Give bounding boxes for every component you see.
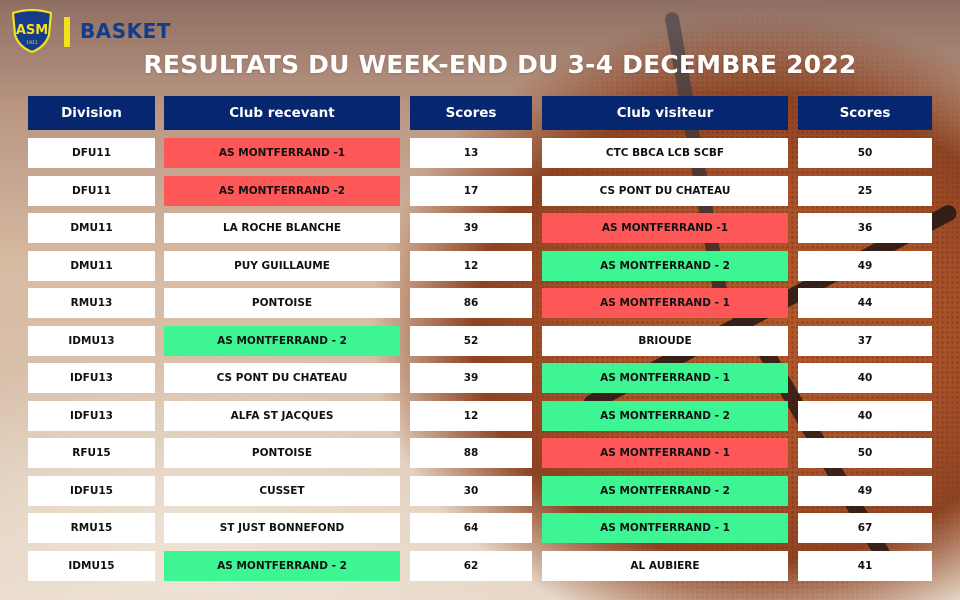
- column-header-away-club: Club visiteur: [542, 96, 788, 130]
- away-club-cell: AL AUBIERE: [542, 551, 788, 581]
- away-club-cell: AS MONTFERRAND -1: [542, 213, 788, 243]
- home-club-cell: AS MONTFERRAND - 2: [164, 551, 400, 581]
- home-score-cell: 12: [410, 401, 532, 431]
- home-club-cell: AS MONTFERRAND -2: [164, 176, 400, 206]
- division-cell: DFU11: [28, 138, 155, 168]
- home-score-cell: 39: [410, 363, 532, 393]
- home-club-cell: PONTOISE: [164, 288, 400, 318]
- home-score-cell: 88: [410, 438, 532, 468]
- division-cell: IDMU15: [28, 551, 155, 581]
- division-cell: IDFU13: [28, 401, 155, 431]
- away-score-cell: 37: [798, 326, 932, 356]
- svg-text:ASM: ASM: [16, 23, 48, 38]
- home-club-cell: CUSSET: [164, 476, 400, 506]
- home-score-cell: 62: [410, 551, 532, 581]
- home-club-cell: PONTOISE: [164, 438, 400, 468]
- division-cell: IDMU13: [28, 326, 155, 356]
- division-cell: DMU11: [28, 251, 155, 281]
- home-score-cell: 30: [410, 476, 532, 506]
- division-cell: DMU11: [28, 213, 155, 243]
- division-cell: RMU15: [28, 513, 155, 543]
- home-club-cell: LA ROCHE BLANCHE: [164, 213, 400, 243]
- svg-text:1911: 1911: [26, 40, 38, 46]
- away-score-cell: 44: [798, 288, 932, 318]
- away-club-cell: AS MONTFERRAND - 1: [542, 288, 788, 318]
- home-club-cell: PUY GUILLAUME: [164, 251, 400, 281]
- away-club-cell: CS PONT DU CHATEAU: [542, 176, 788, 206]
- home-club-cell: AS MONTFERRAND - 2: [164, 326, 400, 356]
- asm-shield-logo-icon: ASM 1911: [9, 7, 55, 54]
- away-score-cell: 50: [798, 138, 932, 168]
- division-cell: IDFU13: [28, 363, 155, 393]
- brand-name: BASKET: [80, 19, 171, 43]
- division-cell: IDFU15: [28, 476, 155, 506]
- away-club-cell: CTC BBCA LCB SCBF: [542, 138, 788, 168]
- home-club-cell: ST JUST BONNEFOND: [164, 513, 400, 543]
- away-club-cell: BRIOUDE: [542, 326, 788, 356]
- away-club-cell: AS MONTFERRAND - 2: [542, 401, 788, 431]
- home-club-cell: AS MONTFERRAND -1: [164, 138, 400, 168]
- column-header-home-score: Scores: [410, 96, 532, 130]
- away-club-cell: AS MONTFERRAND - 2: [542, 251, 788, 281]
- home-club-cell: ALFA ST JACQUES: [164, 401, 400, 431]
- away-score-cell: 50: [798, 438, 932, 468]
- column-header-away-score: Scores: [798, 96, 932, 130]
- away-score-cell: 41: [798, 551, 932, 581]
- away-score-cell: 25: [798, 176, 932, 206]
- away-club-cell: AS MONTFERRAND - 2: [542, 476, 788, 506]
- away-club-cell: AS MONTFERRAND - 1: [542, 363, 788, 393]
- away-score-cell: 40: [798, 363, 932, 393]
- home-score-cell: 12: [410, 251, 532, 281]
- column-header-division: Division: [28, 96, 155, 130]
- home-score-cell: 64: [410, 513, 532, 543]
- column-header-home-club: Club recevant: [164, 96, 400, 130]
- home-score-cell: 17: [410, 176, 532, 206]
- brand-divider: [64, 17, 70, 47]
- away-score-cell: 49: [798, 476, 932, 506]
- away-club-cell: AS MONTFERRAND - 1: [542, 438, 788, 468]
- home-score-cell: 13: [410, 138, 532, 168]
- page-title: RESULTATS DU WEEK-END DU 3-4 DECEMBRE 20…: [143, 50, 857, 79]
- division-cell: RFU15: [28, 438, 155, 468]
- home-score-cell: 52: [410, 326, 532, 356]
- home-score-cell: 39: [410, 213, 532, 243]
- away-score-cell: 67: [798, 513, 932, 543]
- home-score-cell: 86: [410, 288, 532, 318]
- division-cell: RMU13: [28, 288, 155, 318]
- home-club-cell: CS PONT DU CHATEAU: [164, 363, 400, 393]
- away-club-cell: AS MONTFERRAND - 1: [542, 513, 788, 543]
- division-cell: DFU11: [28, 176, 155, 206]
- away-score-cell: 49: [798, 251, 932, 281]
- away-score-cell: 40: [798, 401, 932, 431]
- away-score-cell: 36: [798, 213, 932, 243]
